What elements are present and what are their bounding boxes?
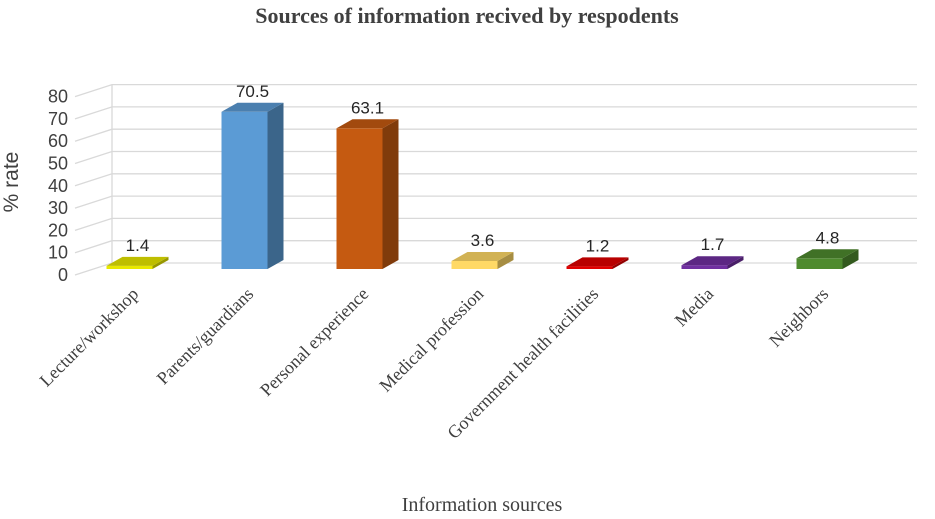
x-axis-ticks: Lecture/workshop Parents/guardiansPersona… — [36, 284, 833, 443]
bar-media — [681, 256, 744, 269]
gridline-50 — [74, 150, 917, 165]
bar-neighbors — [796, 249, 859, 269]
y-tick-label-10: 10 — [48, 243, 68, 263]
bar-lecture-workshop — [106, 256, 169, 269]
bar-medical-profession — [451, 251, 514, 269]
bar-front-government-health-facilities — [566, 266, 613, 269]
bar-top-parents-guardians — [221, 102, 284, 112]
gridline-80 — [74, 83, 917, 98]
bar-top-personal-experience — [336, 119, 399, 129]
x-tick-label-medical-profession: Medical profession — [375, 284, 487, 396]
bar-top-medical-profession — [451, 251, 514, 261]
x-tick-label-neighbors: Neighbors — [765, 284, 832, 351]
chart-title: Sources of information recived by respod… — [255, 3, 679, 28]
gridlines — [74, 83, 917, 276]
y-axis-title: % rate — [0, 152, 23, 213]
bar-side-lecture-workshop — [152, 256, 169, 269]
data-label-lecture-workshop: 1.4 — [126, 236, 150, 255]
y-tick-label-0: 0 — [58, 265, 68, 285]
bar-front-neighbors — [796, 258, 843, 269]
y-tick-label-20: 20 — [48, 220, 68, 240]
bar-top-neighbors — [796, 249, 859, 259]
bar-front-medical-profession — [451, 260, 498, 269]
y-tick-label-50: 50 — [48, 154, 68, 174]
bar-top-government-health-facilities — [566, 257, 629, 267]
x-tick-label-lecture-workshop: Lecture/workshop — [36, 284, 143, 391]
y-tick-label-80: 80 — [48, 87, 68, 107]
y-tick-label-70: 70 — [48, 109, 68, 129]
bar-side-parents-guardians — [267, 102, 284, 269]
data-label-government-health-facilities: 1.2 — [586, 236, 610, 255]
gridline-20 — [74, 217, 917, 232]
bar-personal-experience — [336, 119, 399, 269]
bar-front-parents-guardians — [221, 111, 268, 269]
bar-side-government-health-facilities — [612, 257, 629, 269]
x-tick-label-parents-guardians: Parents/guardians — [153, 284, 258, 389]
bar-government-health-facilities — [566, 257, 629, 269]
data-labels: 1.4 70.5 63.1 3.6 1.2 1.7 4.8 — [126, 82, 840, 256]
y-tick-label-30: 30 — [48, 198, 68, 218]
bar-side-neighbors — [842, 249, 859, 269]
data-label-media: 1.7 — [701, 235, 725, 254]
bar-top-media — [681, 256, 744, 266]
bar-top-lecture-workshop — [106, 256, 169, 266]
y-tick-label-40: 40 — [48, 176, 68, 196]
bar-side-media — [727, 256, 744, 269]
x-axis-title: Information sources — [402, 494, 563, 516]
gridline-60 — [74, 128, 917, 142]
x-tick-label-media: Media — [671, 284, 718, 331]
bar-parents-guardians — [221, 102, 284, 269]
bars — [106, 102, 859, 269]
y-tick-label-60: 60 — [48, 131, 68, 151]
data-label-neighbors: 4.8 — [816, 228, 840, 247]
bar-side-medical-profession — [497, 251, 514, 269]
data-label-personal-experience: 63.1 — [351, 98, 384, 117]
x-tick-label-personal-experience: Personal experience — [256, 284, 372, 400]
gridline-70 — [74, 106, 917, 120]
bar-front-personal-experience — [336, 128, 383, 269]
gridline-10 — [74, 240, 917, 254]
bar-front-media — [681, 265, 728, 269]
bar-side-personal-experience — [382, 119, 399, 269]
data-label-parents-guardians: 70.5 — [236, 82, 269, 101]
data-label-medical-profession: 3.6 — [471, 231, 495, 250]
gridline-30 — [74, 195, 917, 209]
gridline-40 — [74, 173, 917, 187]
bar-front-lecture-workshop — [106, 265, 153, 269]
